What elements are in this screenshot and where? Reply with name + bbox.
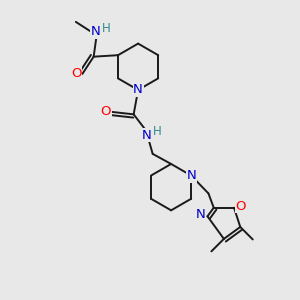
Text: O: O	[71, 67, 81, 80]
Text: O: O	[100, 106, 111, 118]
Text: N: N	[141, 129, 151, 142]
Text: N: N	[133, 83, 143, 97]
Text: H: H	[153, 125, 162, 138]
Text: N: N	[186, 169, 196, 182]
Text: H: H	[102, 22, 110, 35]
Text: N: N	[196, 208, 206, 221]
Text: N: N	[90, 25, 100, 38]
Text: O: O	[235, 200, 246, 213]
